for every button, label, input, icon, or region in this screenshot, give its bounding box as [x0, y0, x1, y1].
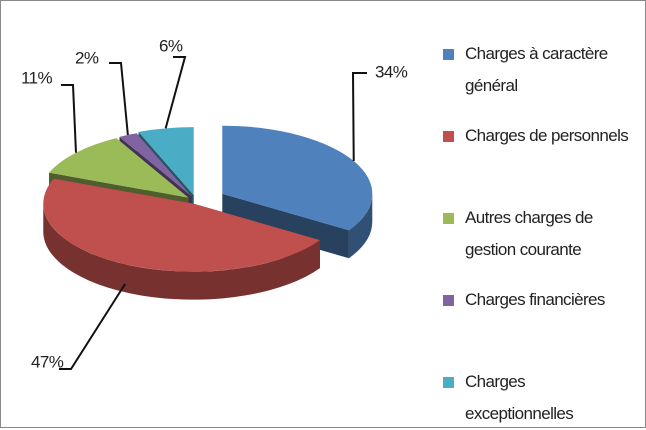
- pie-plot: 34% 47% 11% 2% 6%: [21, 36, 408, 371]
- slice: [222, 125, 373, 231]
- leader-line: [164, 56, 187, 129]
- legend-label: Charges financières: [465, 290, 605, 309]
- legend-swatch: [443, 295, 454, 306]
- slice-side: [348, 193, 373, 259]
- legend-label: Charges à caractère général: [465, 44, 608, 95]
- leader-line: [351, 72, 367, 162]
- slice-side: [43, 203, 320, 300]
- slice: [43, 178, 320, 272]
- legend-swatch: [443, 377, 454, 388]
- leader-line: [59, 283, 127, 370]
- legend-swatch: [443, 131, 454, 142]
- data-label: 6%: [159, 36, 183, 55]
- legend-swatch: [443, 49, 454, 60]
- slice: [119, 133, 192, 197]
- slice: [138, 127, 194, 196]
- data-label: 34%: [375, 62, 408, 81]
- legend-swatch: [443, 213, 454, 224]
- data-label: 11%: [21, 68, 52, 87]
- legend-label: Charges de personnels: [465, 126, 629, 145]
- leader-line: [61, 84, 77, 153]
- data-label: 47%: [31, 352, 64, 371]
- leader-line: [109, 62, 129, 136]
- legend-label: Charges exceptionnelles: [465, 372, 574, 423]
- data-label: 2%: [75, 48, 99, 67]
- slice: [49, 138, 189, 198]
- legend-label: Autres charges de gestion courante: [465, 208, 593, 259]
